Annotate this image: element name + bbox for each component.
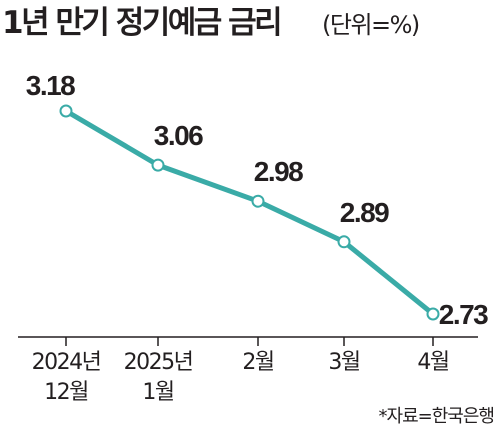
chart-title: 1년 만기 정기예금 금리	[2, 5, 280, 41]
x-tick-label: 2025년	[124, 350, 193, 375]
x-axis-ticks: 2024년 12월 2025년 1월 2월 3월 4월	[32, 337, 450, 405]
x-tick-label: 2월	[242, 350, 273, 375]
data-labels: 3.18 3.06 2.98 2.89 2.73	[26, 70, 490, 330]
data-label: 2.73	[439, 299, 488, 330]
x-tick-label: 2024년	[32, 350, 101, 375]
data-point	[251, 194, 265, 208]
unit-note: (단위=%)	[322, 11, 419, 39]
x-tick-label: 4월	[417, 350, 448, 375]
data-point	[337, 235, 351, 249]
data-label: 3.18	[26, 70, 75, 101]
source-note: *자료=한국은행	[379, 406, 494, 427]
data-label: 2.98	[254, 156, 303, 187]
x-tick-label: 1월	[142, 380, 173, 405]
data-label: 2.89	[340, 197, 389, 228]
x-tick-label: 12월	[44, 380, 88, 405]
data-point	[59, 104, 73, 118]
rate-series	[59, 104, 440, 321]
data-label: 3.06	[154, 120, 203, 151]
data-point	[151, 158, 165, 172]
data-point	[426, 307, 440, 321]
x-tick-label: 3월	[328, 350, 359, 375]
